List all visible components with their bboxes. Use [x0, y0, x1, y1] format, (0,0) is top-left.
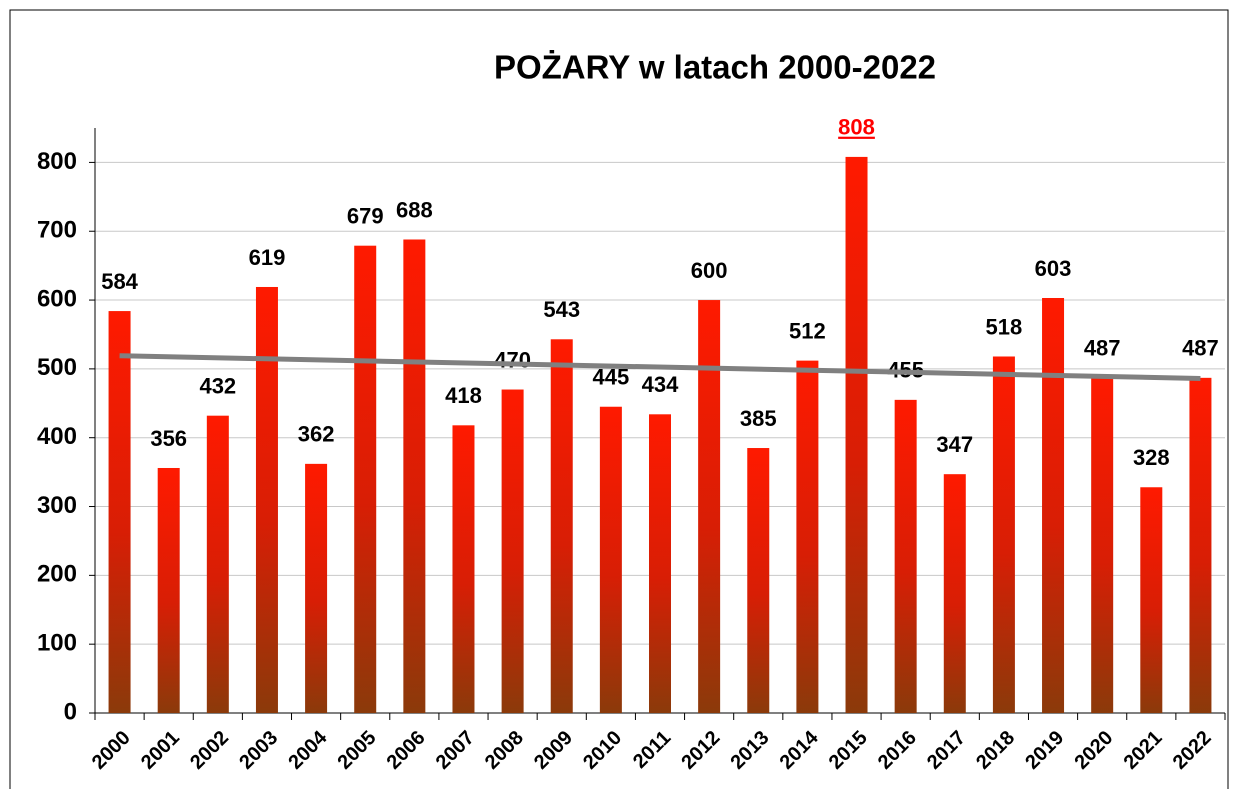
chart-title: POŻARY w latach 2000-2022 — [494, 49, 936, 86]
value-label: 518 — [986, 314, 1023, 339]
trendline — [119, 353, 1201, 381]
value-label: 688 — [396, 197, 433, 222]
value-label: 434 — [642, 372, 679, 397]
bar — [157, 467, 180, 713]
x-tick-label: 2003 — [235, 727, 282, 774]
bar — [992, 356, 1015, 713]
x-tick-label: 2017 — [923, 727, 970, 774]
bar — [894, 399, 917, 713]
bar — [1042, 297, 1065, 713]
value-label: 512 — [789, 318, 826, 343]
value-label: 543 — [543, 297, 580, 322]
value-label: 432 — [199, 373, 236, 398]
bar — [550, 339, 573, 713]
x-tick-label: 2018 — [972, 727, 1019, 774]
y-tick-label: 300 — [37, 492, 77, 519]
y-tick-label: 200 — [37, 561, 77, 588]
value-label: 385 — [740, 406, 777, 431]
y-tick-label: 0 — [64, 698, 77, 725]
value-label: 487 — [1182, 336, 1219, 361]
x-tick-label: 2011 — [629, 727, 675, 773]
x-tick-label: 2001 — [137, 727, 184, 774]
x-tick-label: 2000 — [88, 727, 135, 774]
bar — [305, 463, 328, 713]
x-tick-label: 2016 — [874, 727, 921, 774]
x-tick-label: 2006 — [383, 727, 430, 774]
bar — [649, 414, 671, 713]
x-tick-label: 2009 — [530, 727, 577, 774]
value-label: 356 — [150, 426, 187, 451]
y-tick-label: 500 — [37, 354, 77, 381]
bar — [1091, 377, 1114, 713]
x-tick-label: 2013 — [727, 727, 774, 774]
bar — [108, 311, 131, 713]
y-tick-label: 700 — [37, 217, 77, 244]
bar — [845, 156, 868, 713]
value-label: 679 — [347, 204, 384, 229]
value-label: 808 — [838, 115, 875, 140]
value-label: 347 — [936, 432, 973, 457]
chart-frame — [9, 9, 1229, 789]
y-tick-label: 600 — [37, 285, 77, 312]
bar — [943, 474, 966, 713]
x-tick-label: 2012 — [677, 727, 724, 774]
x-tick-label: 2015 — [825, 727, 872, 774]
value-label: 603 — [1035, 256, 1072, 281]
bar — [354, 245, 377, 713]
x-tick-label: 2021 — [1120, 727, 1167, 774]
bar — [403, 239, 426, 713]
bar — [1140, 487, 1163, 713]
y-tick-label: 100 — [37, 630, 77, 657]
bar — [501, 389, 524, 713]
bar — [1189, 377, 1212, 713]
x-tick-label: 2014 — [776, 726, 824, 774]
value-label: 584 — [101, 269, 138, 294]
x-tick-label: 2002 — [186, 727, 233, 774]
bar — [452, 425, 475, 713]
x-tick-label: 2007 — [432, 727, 479, 774]
x-tick-label: 2022 — [1169, 727, 1216, 774]
value-label: 470 — [494, 347, 531, 372]
x-tick-label: 2008 — [481, 727, 528, 774]
bar — [255, 286, 278, 713]
value-label: 619 — [249, 245, 286, 270]
bar — [698, 300, 721, 713]
x-tick-label: 2005 — [333, 727, 380, 774]
bar — [796, 360, 819, 713]
x-tick-label: 2004 — [284, 726, 332, 774]
y-tick-label: 400 — [37, 423, 77, 450]
x-tick-label: 2020 — [1070, 727, 1117, 774]
value-label: 600 — [691, 258, 728, 283]
value-label: 328 — [1133, 445, 1170, 470]
bar — [599, 406, 622, 713]
bar — [206, 415, 229, 713]
bar — [747, 448, 770, 713]
value-label: 487 — [1084, 336, 1121, 361]
value-label: 418 — [445, 383, 482, 408]
y-tick-label: 800 — [37, 148, 77, 175]
x-tick-label: 2019 — [1021, 727, 1068, 774]
value-label: 362 — [298, 422, 335, 447]
x-tick-label: 2010 — [579, 727, 626, 774]
